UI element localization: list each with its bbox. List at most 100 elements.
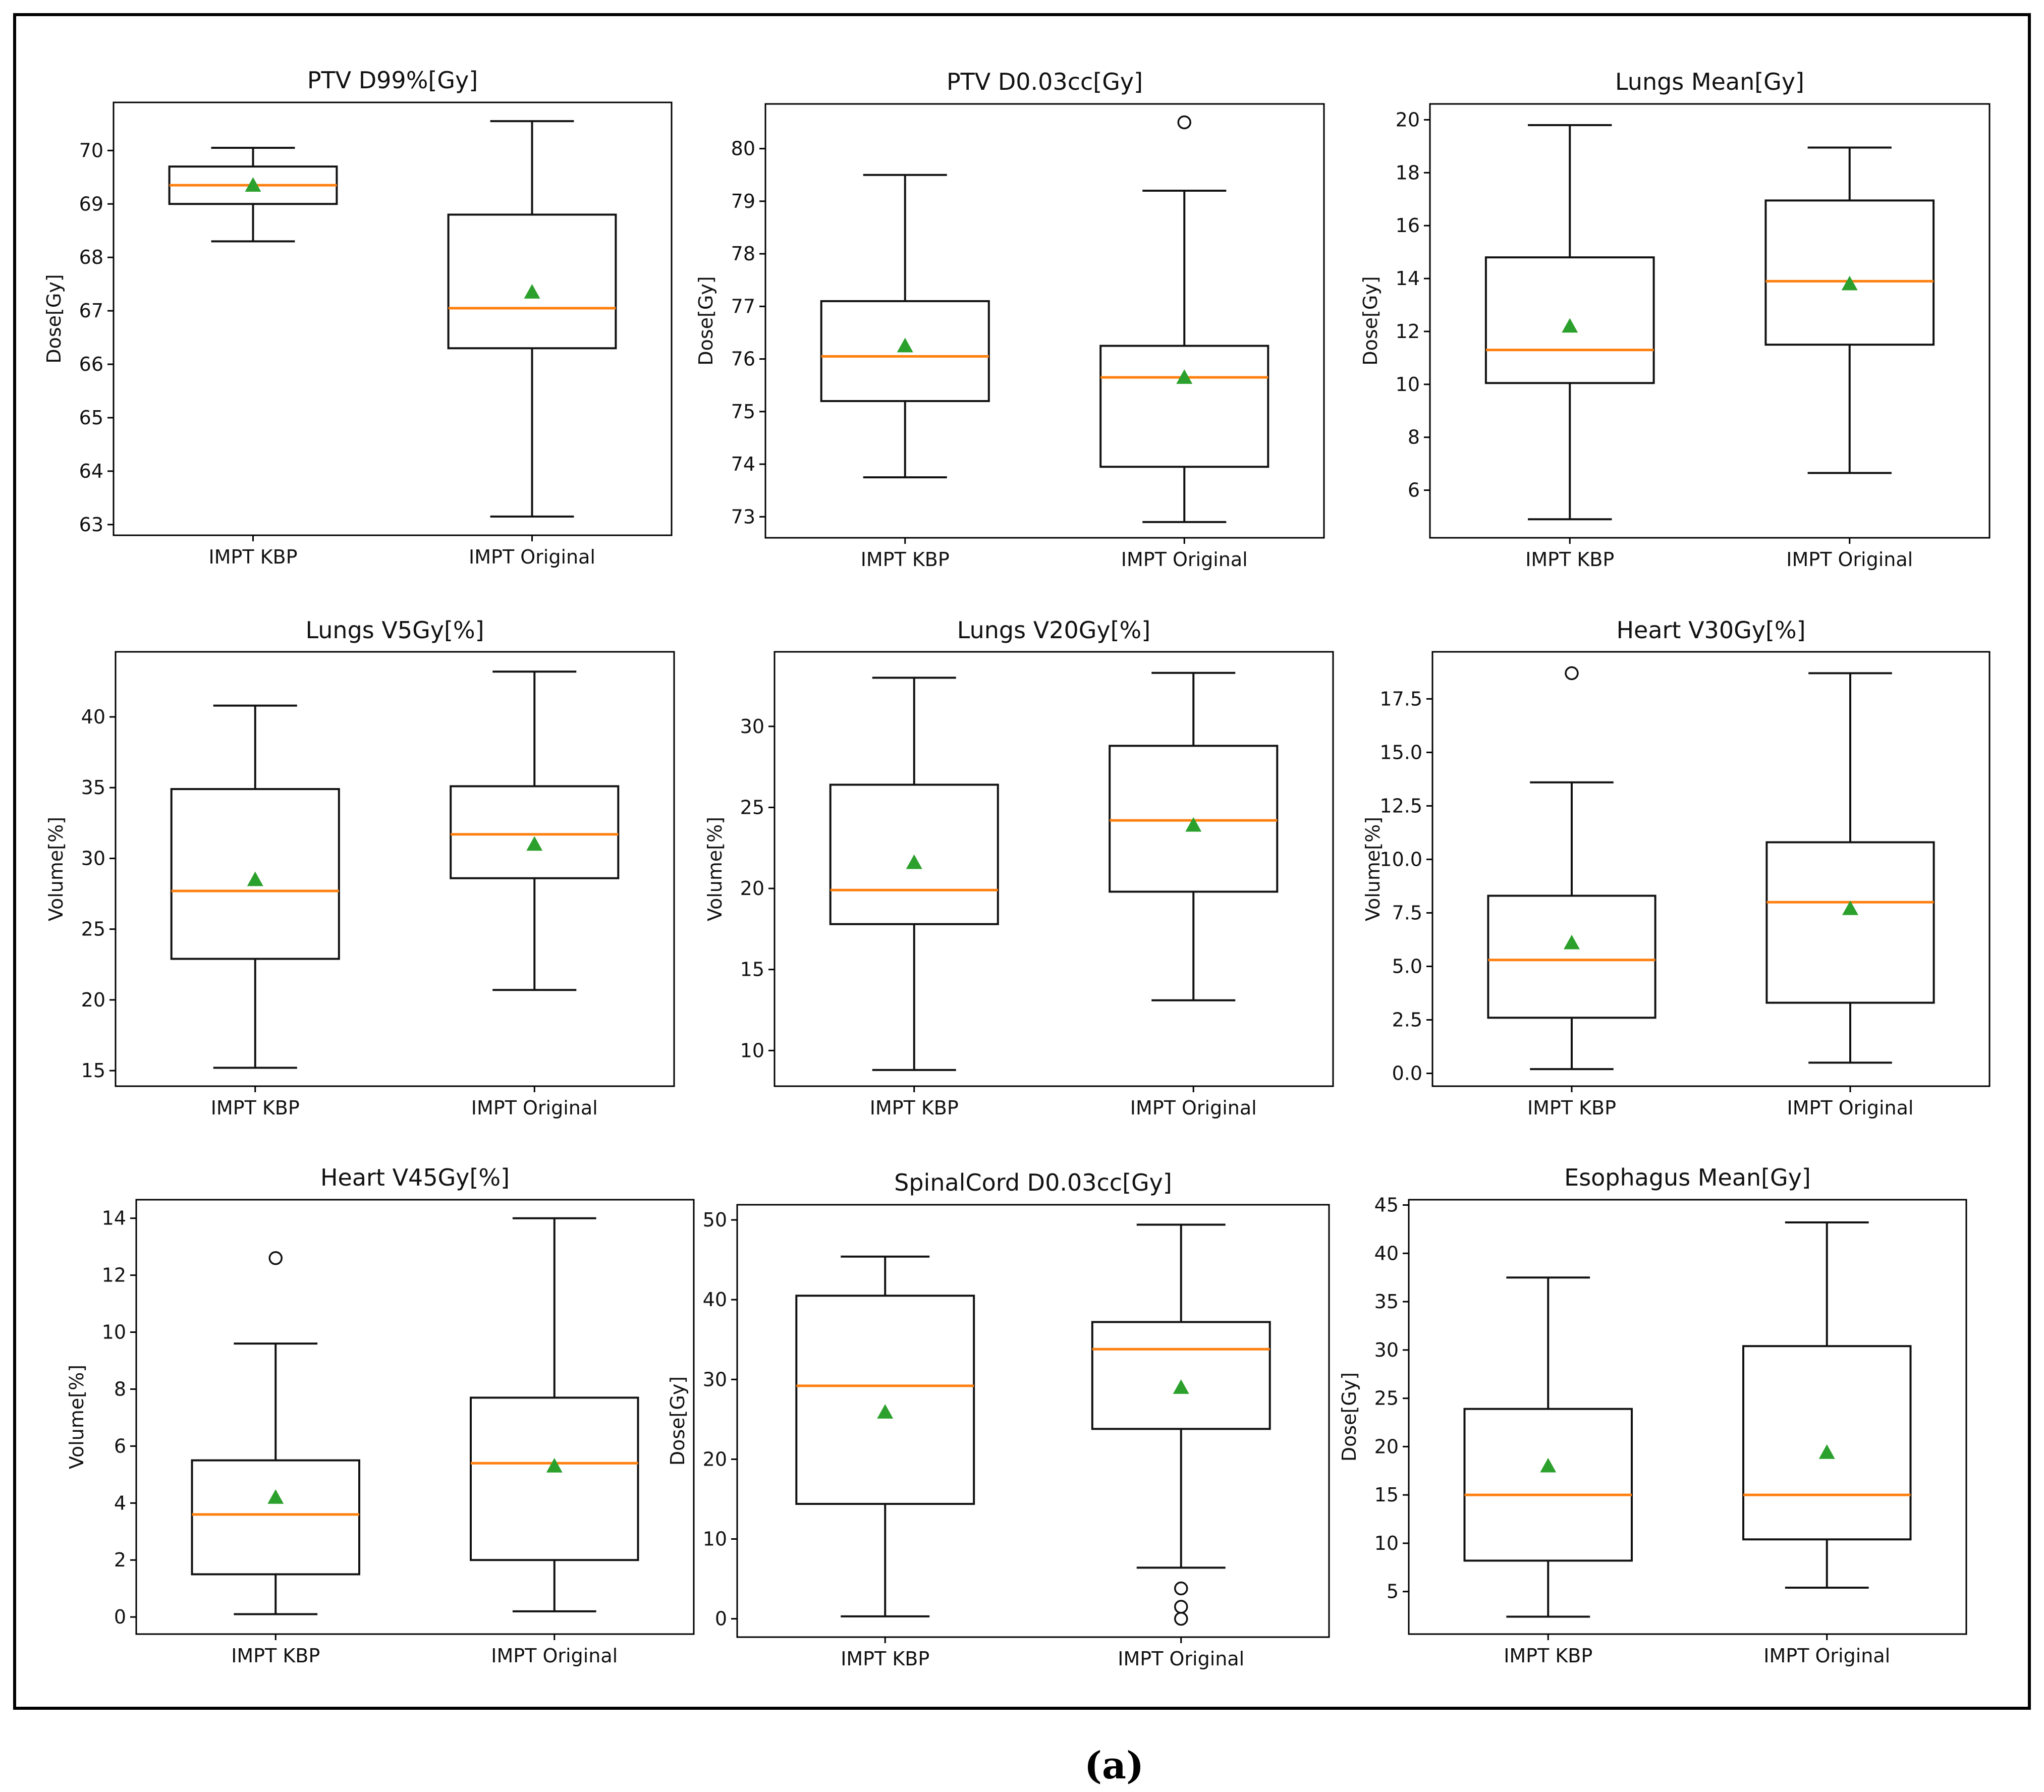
chart-panel-heart-v45gy: Heart V45Gy[%] Volume[%] 0 2 4 6 8 10 12 14 IMPT K… [66, 1164, 695, 1667]
iqr-box [1764, 199, 1935, 346]
outlier-point [1174, 1581, 1188, 1596]
iqr-box [1463, 1408, 1633, 1562]
mean-marker [1173, 1379, 1189, 1394]
y-tick-label: 45 [1374, 1194, 1399, 1216]
plot-frame [1429, 103, 1991, 539]
x-category-label: IMPT KBP [1525, 548, 1614, 571]
mean-marker [906, 854, 922, 869]
mean-marker [877, 1404, 894, 1419]
chart-title: Lungs V20Gy[%] [957, 617, 1150, 644]
y-tick-label: 73 [731, 506, 755, 528]
chart-title: Heart V30Gy[%] [1616, 617, 1805, 644]
mean-marker [1176, 369, 1193, 384]
box-impt-kbp [820, 174, 990, 479]
y-tick-label: 8 [114, 1378, 126, 1400]
y-tick-label: 15 [1374, 1484, 1399, 1506]
y-axis-label: Volume[%] [1362, 817, 1384, 921]
y-tick-label: 40 [1374, 1242, 1399, 1264]
chart-title: PTV D99%[Gy] [307, 67, 478, 94]
y-axis-label: Dose[Gy] [695, 276, 717, 365]
mean-marker [1562, 318, 1578, 333]
box-impt-kbp [1484, 124, 1655, 521]
y-tick-label: 7.5 [1392, 902, 1422, 924]
y-tick-label: 74 [731, 453, 755, 475]
y-axis-label: Dose[Gy] [1338, 1372, 1360, 1462]
y-tick-label: 70 [79, 139, 103, 161]
box-impt-original [470, 1217, 639, 1612]
y-axis-label: Dose[Gy] [1359, 276, 1382, 365]
iqr-box [191, 1459, 360, 1576]
y-tick-label: 10 [1374, 1532, 1399, 1554]
y-tick-label: 2.5 [1392, 1009, 1422, 1031]
y-tick-label: 15 [740, 959, 764, 981]
box-impt-kbp [1463, 1276, 1633, 1618]
y-tick-label: 25 [1374, 1387, 1399, 1410]
x-category-label: IMPT Original [1787, 1097, 1914, 1119]
chart-panel-esophagus-mean-gy: Esophagus Mean[Gy] Dose[Gy] 5 10 15 20 25 30 35 4… [1338, 1164, 1967, 1667]
mean-marker [1818, 1444, 1835, 1459]
mean-marker [1841, 275, 1858, 291]
y-tick-label: 20 [740, 877, 764, 900]
x-category-label: IMPT KBP [870, 1097, 959, 1119]
y-tick-label: 15 [81, 1059, 105, 1082]
box-impt-original [1742, 1221, 1912, 1589]
y-tick-label: 20 [1396, 108, 1420, 131]
outlier-point [268, 1251, 283, 1265]
y-tick-label: 15.0 [1379, 741, 1422, 763]
y-tick-label: 25 [81, 918, 105, 940]
iqr-box [1099, 345, 1269, 468]
figure-frame [13, 13, 2031, 1710]
y-tick-label: 0 [114, 1606, 126, 1628]
plot-frame [113, 101, 673, 536]
y-tick-label: 18 [1396, 161, 1420, 184]
y-tick-label: 5 [1387, 1581, 1399, 1603]
y-tick-label: 25 [740, 796, 764, 818]
y-axis-label: Volume[%] [45, 817, 67, 921]
box-impt-original [1099, 115, 1269, 523]
iqr-box [447, 213, 617, 350]
box-impt-original [447, 120, 617, 518]
mean-marker [1842, 900, 1858, 915]
iqr-box [1484, 256, 1655, 384]
x-category-label: IMPT KBP [841, 1648, 929, 1670]
box-impt-original [1091, 1223, 1271, 1626]
mean-marker [546, 1458, 563, 1473]
y-tick-label: 30 [81, 847, 105, 869]
x-category-label: IMPT Original [471, 1097, 598, 1119]
x-category-label: IMPT Original [1763, 1645, 1890, 1667]
y-tick-label: 10 [740, 1039, 764, 1061]
y-tick-label: 12.5 [1379, 795, 1422, 817]
plot-frame [115, 651, 675, 1087]
chart-panel-ptv-d0-03cc-gy: PTV D0.03cc[Gy] Dose[Gy] 73 74 75 76 77 78 79 80 I… [695, 68, 1325, 571]
y-tick-label: 65 [79, 407, 103, 429]
chart-panel-heart-v30gy: Heart V30Gy[%] Volume[%] 0.0 2.5 5.0 7.5 10.0 1… [1362, 617, 1991, 1119]
mean-marker [1564, 934, 1580, 949]
plot-frame [774, 651, 1334, 1087]
y-tick-label: 40 [703, 1289, 727, 1311]
y-axis-label: Volume[%] [704, 817, 726, 921]
outlier-point [1177, 115, 1191, 130]
y-tick-label: 0.0 [1392, 1062, 1422, 1085]
y-tick-label: 0 [715, 1608, 727, 1630]
chart-panel-lungs-mean-gy: Lungs Mean[Gy] Dose[Gy] 6 8 10 12 14 16 18 20 IMPT… [1359, 68, 1991, 571]
y-tick-label: 80 [731, 138, 755, 160]
y-tick-label: 14 [102, 1207, 126, 1229]
x-category-label: IMPT KBP [231, 1645, 320, 1667]
chart-panel-lungs-v5gy: Lungs V5Gy[%] Volume[%] 15 20 25 30 35 40 IMPT K… [45, 617, 675, 1119]
y-tick-label: 12 [102, 1264, 126, 1286]
chart-title: Lungs V5Gy[%] [305, 617, 484, 644]
mean-marker [267, 1489, 284, 1504]
y-tick-label: 2 [114, 1549, 126, 1571]
x-category-label: IMPT Original [1118, 1648, 1244, 1670]
x-category-label: IMPT Original [1130, 1097, 1257, 1119]
y-axis-label: Volume[%] [66, 1365, 88, 1469]
iqr-box [820, 300, 990, 402]
iqr-box [1742, 1345, 1912, 1541]
y-tick-label: 10.0 [1379, 848, 1422, 870]
y-tick-label: 20 [703, 1448, 727, 1470]
chart-title: SpinalCord D0.03cc[Gy] [894, 1169, 1172, 1196]
iqr-box [170, 788, 340, 960]
chart-panel-lungs-v20gy: Lungs V20Gy[%] Volume[%] 10 15 20 25 30 IMPT KB… [704, 617, 1334, 1119]
y-tick-label: 40 [81, 706, 105, 728]
iqr-box [470, 1396, 639, 1561]
